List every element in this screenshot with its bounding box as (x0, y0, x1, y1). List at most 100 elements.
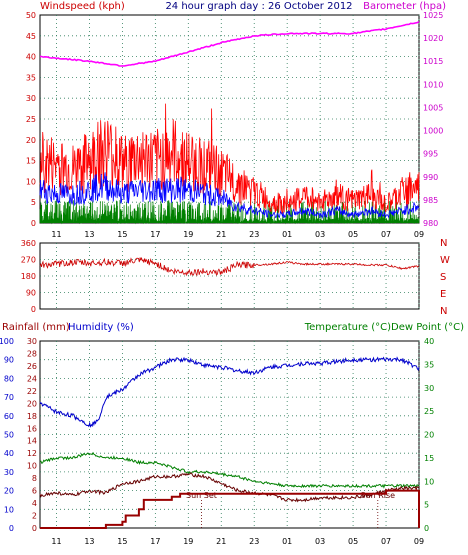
windspeed-tick-label: 45 (26, 32, 36, 41)
sun-annotations: Sun Set Sun Rise (186, 491, 395, 528)
rain-tick-label: 28 (27, 349, 37, 358)
x-tick-label: 23 (249, 537, 259, 546)
windspeed-axis-title: Windspeed (kph) (40, 1, 125, 12)
direction-tick-label: 360 (21, 239, 36, 248)
direction-gridlines (40, 243, 420, 309)
sunrise-label: Sun Rise (360, 491, 395, 500)
barometer-tick-label: 1025 (423, 11, 443, 20)
barometer-tick-label: 1000 (423, 127, 443, 136)
wind-barometer-panel: Windspeed (kph) 24 hour graph day : 26 O… (26, 1, 446, 239)
temperature-tick-label: 0 (424, 524, 429, 533)
x-tick-label: 09 (414, 230, 424, 239)
x-tick-label: 19 (183, 537, 193, 546)
compass-label: W (440, 255, 450, 266)
x-tick-label: 23 (249, 230, 259, 239)
temperature-tick-labels: 0 5 10 15 20 25 30 35 40 (424, 337, 434, 533)
humidity-tick-label: 60 (4, 412, 14, 421)
rainfall-axis-title: Rainfall (mm) (2, 322, 70, 333)
x-tick-label: 01 (282, 537, 292, 546)
dewpoint-axis-title: Dew Point (°C) (391, 322, 464, 333)
rain-tick-label: 16 (27, 424, 37, 433)
wind-green-series-line (39, 200, 420, 225)
rainfall-series-line (40, 489, 420, 529)
wind-direction-line (39, 256, 420, 277)
x-tick-label: 07 (381, 230, 391, 239)
direction-tick-label: 270 (21, 256, 36, 265)
rain-tick-label: 4 (32, 499, 37, 508)
gust-series-line (39, 103, 420, 215)
x-tick-label: 03 (315, 230, 325, 239)
humidity-tick-label: 70 (4, 393, 14, 402)
compass-label: S (440, 272, 446, 283)
windspeed-tick-label: 20 (26, 136, 36, 145)
windspeed-tick-label: 5 (31, 198, 36, 207)
direction-tick-label: 90 (26, 289, 36, 298)
rain-tick-label: 8 (32, 474, 37, 483)
graph-title: 24 hour graph day : 26 October 2012 (165, 1, 352, 12)
humidity-tick-label: 0 (9, 524, 14, 533)
temperature-tick-label: 35 (424, 360, 434, 369)
barometer-tick-labels: 980 985 990 995 1000 1005 1010 1015 1020 1025 (423, 11, 443, 228)
temperature-tick-label: 15 (424, 454, 434, 463)
rain-tick-label: 0 (32, 524, 37, 533)
humidity-axis-title: Humidity (%) (68, 322, 134, 333)
direction-series (39, 256, 420, 277)
temperature-tick-label: 25 (424, 407, 434, 416)
x-tick-label: 11 (51, 230, 61, 239)
temperature-tick-label: 10 (424, 477, 434, 486)
temperature-tick-label: 20 (424, 431, 434, 440)
direction-plot-frame (39, 242, 420, 310)
temperature-axis-title: Temperature (°C) (304, 322, 391, 333)
rain-tick-label: 22 (27, 387, 37, 396)
barometer-tick-label: 980 (423, 219, 438, 228)
x-tick-label: 19 (183, 230, 193, 239)
rain-tick-label: 30 (27, 337, 37, 346)
direction-tick-labels: 0 90 180 270 360 (21, 239, 36, 314)
dewpoint-series-line (39, 472, 420, 503)
rain-tick-label: 24 (27, 374, 37, 383)
x-tick-label: 17 (150, 230, 160, 239)
humidity-series-line (39, 356, 420, 428)
windspeed-tick-label: 10 (26, 177, 36, 186)
barometer-tick-label: 985 (423, 196, 438, 205)
humidity-tick-label: 90 (4, 356, 14, 365)
humidity-tick-label: 100 (0, 337, 14, 346)
temperature-tick-label: 40 (424, 337, 434, 346)
rain-tick-label: 6 (32, 487, 37, 496)
windspeed-tick-label: 0 (31, 219, 36, 228)
wind-plot-frame (39, 14, 420, 224)
windspeed-tick-label: 25 (26, 115, 36, 124)
windspeed-tick-label: 40 (26, 53, 36, 62)
humidity-tick-label: 80 (4, 374, 14, 383)
barometer-tick-label: 1010 (423, 80, 443, 89)
compass-label: E (440, 289, 446, 300)
x-tick-label: 15 (117, 537, 127, 546)
barometer-tick-label: 1015 (423, 57, 443, 66)
sunset-label: Sun Set (186, 491, 217, 500)
rain-tick-label: 2 (32, 512, 37, 521)
x-tick-label: 01 (282, 230, 292, 239)
direction-tick-label: 180 (21, 272, 36, 281)
rain-tick-label: 14 (27, 437, 37, 446)
windspeed-tick-label: 30 (26, 94, 36, 103)
humidity-tick-label: 50 (4, 431, 14, 440)
temperature-tick-label: 30 (424, 384, 434, 393)
barometer-axis-title: Barometer (hpa) (363, 1, 446, 12)
humidity-tick-label: 40 (4, 449, 14, 458)
x-tick-label: 09 (414, 537, 424, 546)
wind-gridlines (40, 15, 420, 223)
windspeed-tick-labels: 0 5 10 15 20 25 30 35 40 45 50 (26, 11, 36, 228)
x-tick-label: 03 (315, 537, 325, 546)
windspeed-tick-label: 15 (26, 157, 36, 166)
x-tick-label: 13 (84, 537, 94, 546)
windspeed-tick-label: 50 (26, 11, 36, 20)
temperature-tick-label: 5 (424, 501, 429, 510)
temp-humidity-panel: Rainfall (mm) Humidity (%) Temperature (… (0, 322, 464, 546)
rain-tick-label: 10 (27, 462, 37, 471)
rain-tick-label: 18 (27, 412, 37, 421)
x-tick-label: 05 (348, 537, 358, 546)
